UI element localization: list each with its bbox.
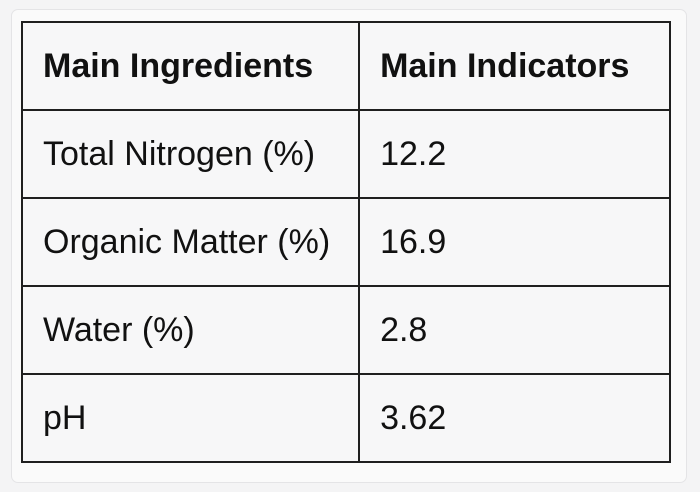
table-body: Total Nitrogen (%) 12.2 Organic Matter (… (20, 109, 671, 463)
cell-indicator: 16.9 (358, 197, 671, 287)
header-main-indicators: Main Indicators (358, 21, 671, 111)
cell-ingredient: Water (%) (20, 285, 361, 375)
header-row: Main Ingredients Main Indicators (20, 21, 671, 111)
cell-indicator: 12.2 (358, 109, 671, 199)
table-header: Main Ingredients Main Indicators (20, 21, 671, 111)
header-main-ingredients: Main Ingredients (20, 21, 361, 111)
cell-indicator: 3.62 (358, 373, 671, 463)
cell-ingredient: Total Nitrogen (%) (20, 109, 361, 199)
ingredients-table: Main Ingredients Main Indicators Total N… (20, 21, 671, 463)
cell-ingredient: pH (20, 373, 361, 463)
table-row: pH 3.62 (20, 373, 671, 463)
table-row: Total Nitrogen (%) 12.2 (20, 109, 671, 199)
cell-ingredient: Organic Matter (%) (20, 197, 361, 287)
cell-indicator: 2.8 (358, 285, 671, 375)
table-row: Organic Matter (%) 16.9 (20, 197, 671, 287)
table-row: Water (%) 2.8 (20, 285, 671, 375)
